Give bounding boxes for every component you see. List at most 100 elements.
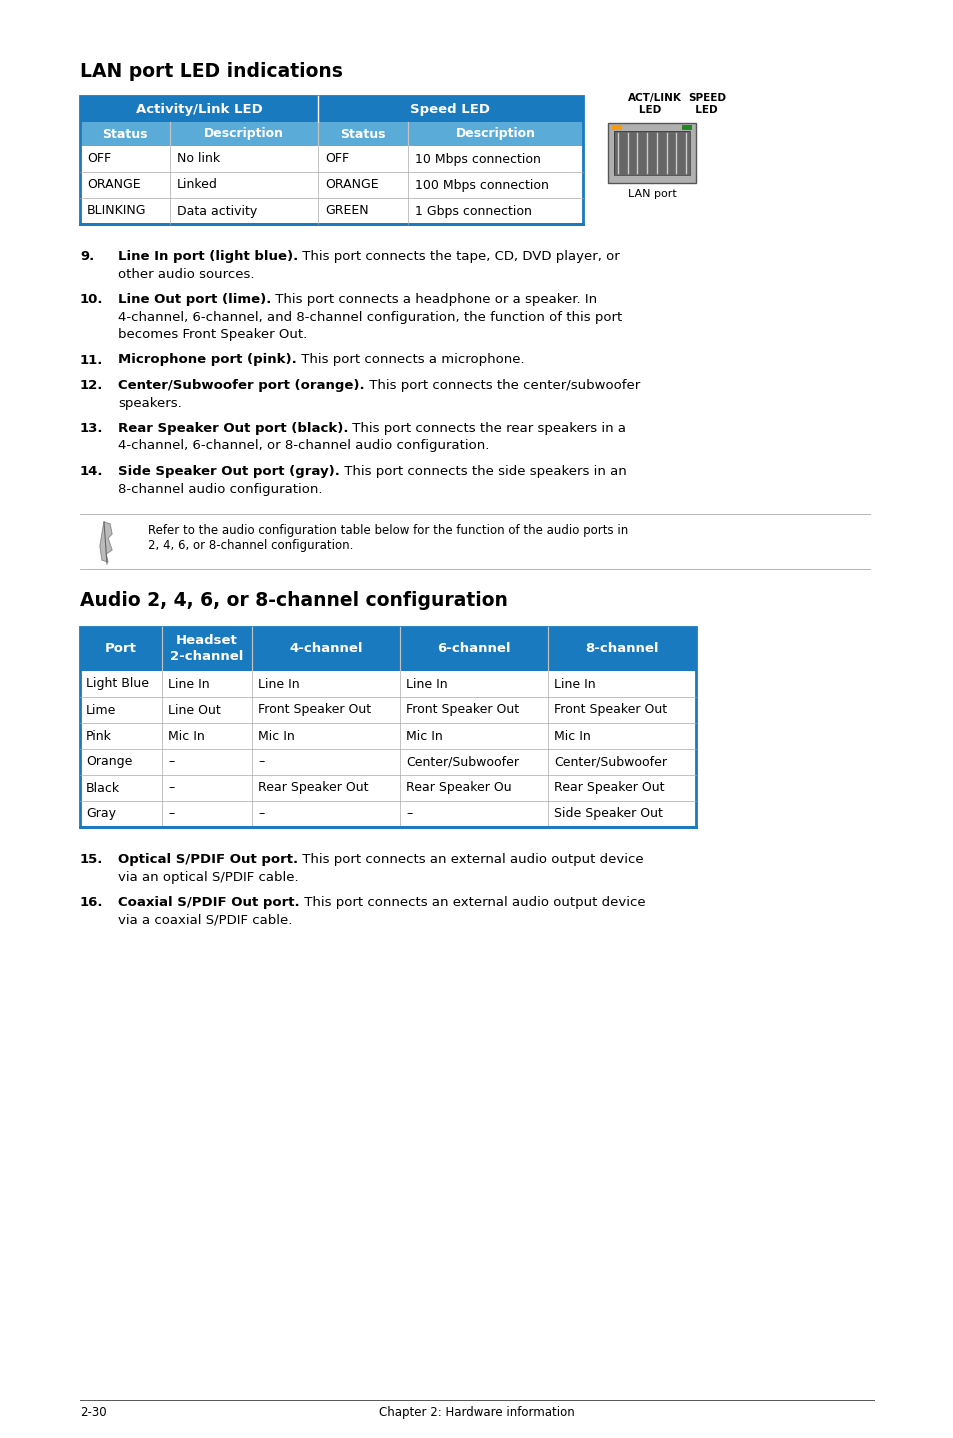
Text: 9.: 9. bbox=[80, 250, 94, 263]
Text: Mic In: Mic In bbox=[168, 729, 205, 742]
Text: This port connects an external audio output device: This port connects an external audio out… bbox=[297, 853, 643, 866]
Text: Data activity: Data activity bbox=[177, 204, 257, 217]
Text: This port connects the rear speakers in a: This port connects the rear speakers in … bbox=[348, 421, 626, 436]
Text: –: – bbox=[168, 808, 174, 821]
Text: Center/Subwoofer: Center/Subwoofer bbox=[406, 755, 518, 768]
Text: 13.: 13. bbox=[80, 421, 103, 436]
Text: Speed LED: Speed LED bbox=[410, 102, 490, 115]
Text: 4-channel, 6-channel, and 8-channel configuration, the function of this port: 4-channel, 6-channel, and 8-channel conf… bbox=[118, 311, 621, 324]
Text: other audio sources.: other audio sources. bbox=[118, 267, 254, 280]
Text: Linked: Linked bbox=[177, 178, 217, 191]
Text: Side Speaker Out: Side Speaker Out bbox=[554, 808, 662, 821]
Text: Side Speaker Out port (gray).: Side Speaker Out port (gray). bbox=[118, 464, 339, 477]
Bar bbox=[80, 173, 582, 198]
Text: Lime: Lime bbox=[86, 703, 116, 716]
Text: Port: Port bbox=[105, 643, 137, 656]
Text: –: – bbox=[406, 808, 412, 821]
Polygon shape bbox=[100, 522, 112, 562]
Bar bbox=[681, 125, 691, 129]
Text: BLINKING: BLINKING bbox=[87, 204, 147, 217]
Text: Activity/Link LED: Activity/Link LED bbox=[135, 102, 262, 115]
Text: Front Speaker Out: Front Speaker Out bbox=[554, 703, 666, 716]
Text: Orange: Orange bbox=[86, 755, 132, 768]
Text: This port connects the tape, CD, DVD player, or: This port connects the tape, CD, DVD pla… bbox=[298, 250, 619, 263]
Text: Mic In: Mic In bbox=[554, 729, 590, 742]
Bar bbox=[80, 122, 582, 147]
Text: This port connects the center/subwoofer: This port connects the center/subwoofer bbox=[364, 380, 639, 393]
Text: Front Speaker Out: Front Speaker Out bbox=[406, 703, 518, 716]
Bar bbox=[80, 96, 582, 224]
Text: Line In: Line In bbox=[554, 677, 595, 690]
Text: Microphone port (pink).: Microphone port (pink). bbox=[118, 354, 296, 367]
Text: 100 Mbps connection: 100 Mbps connection bbox=[415, 178, 548, 191]
Text: 14.: 14. bbox=[80, 464, 103, 477]
Text: Description: Description bbox=[204, 128, 284, 141]
Bar bbox=[80, 672, 696, 697]
Text: This port connects the side speakers in an: This port connects the side speakers in … bbox=[339, 464, 626, 477]
Text: Line In port (light blue).: Line In port (light blue). bbox=[118, 250, 298, 263]
Bar bbox=[80, 627, 696, 827]
Text: 15.: 15. bbox=[80, 853, 103, 866]
Text: ACT/LINK
   LED: ACT/LINK LED bbox=[627, 93, 681, 115]
Text: Headset
2-channel: Headset 2-channel bbox=[171, 634, 243, 663]
Text: 8-channel: 8-channel bbox=[584, 643, 659, 656]
Text: SPEED
  LED: SPEED LED bbox=[687, 93, 725, 115]
Text: Line In: Line In bbox=[168, 677, 210, 690]
Text: Refer to the audio configuration table below for the function of the audio ports: Refer to the audio configuration table b… bbox=[148, 523, 628, 536]
Text: via an optical S/PDIF cable.: via an optical S/PDIF cable. bbox=[118, 870, 298, 883]
Text: Description: Description bbox=[455, 128, 535, 141]
Text: Status: Status bbox=[102, 128, 148, 141]
Text: This port connects an external audio output device: This port connects an external audio out… bbox=[299, 896, 644, 909]
Text: This port connects a microphone.: This port connects a microphone. bbox=[296, 354, 524, 367]
Text: Status: Status bbox=[340, 128, 385, 141]
Text: No link: No link bbox=[177, 152, 220, 165]
Text: 10.: 10. bbox=[80, 293, 103, 306]
Text: Line Out: Line Out bbox=[168, 703, 220, 716]
Text: Optical S/PDIF Out port.: Optical S/PDIF Out port. bbox=[118, 853, 297, 866]
Text: –: – bbox=[257, 755, 264, 768]
Text: –: – bbox=[257, 808, 264, 821]
Text: Rear Speaker Out: Rear Speaker Out bbox=[257, 781, 368, 795]
Text: Chapter 2: Hardware information: Chapter 2: Hardware information bbox=[378, 1406, 575, 1419]
Bar bbox=[80, 96, 317, 122]
Text: 10 Mbps connection: 10 Mbps connection bbox=[415, 152, 540, 165]
Text: This port connects a headphone or a speaker. In: This port connects a headphone or a spea… bbox=[271, 293, 597, 306]
Text: –: – bbox=[168, 755, 174, 768]
Text: GREEN: GREEN bbox=[325, 204, 368, 217]
Text: Audio 2, 4, 6, or 8-channel configuration: Audio 2, 4, 6, or 8-channel configuratio… bbox=[80, 591, 507, 610]
Text: 8-channel audio configuration.: 8-channel audio configuration. bbox=[118, 483, 322, 496]
Text: 16.: 16. bbox=[80, 896, 103, 909]
Text: Mic In: Mic In bbox=[406, 729, 442, 742]
Text: OFF: OFF bbox=[325, 152, 349, 165]
Text: LAN port LED indications: LAN port LED indications bbox=[80, 62, 342, 81]
Bar bbox=[614, 131, 689, 175]
Text: Pink: Pink bbox=[86, 729, 112, 742]
Text: Rear Speaker Out: Rear Speaker Out bbox=[554, 781, 664, 795]
Text: Coaxial S/PDIF Out port.: Coaxial S/PDIF Out port. bbox=[118, 896, 299, 909]
Text: 4-channel: 4-channel bbox=[289, 643, 362, 656]
Text: LAN port: LAN port bbox=[627, 188, 676, 198]
Text: Front Speaker Out: Front Speaker Out bbox=[257, 703, 371, 716]
Text: Light Blue: Light Blue bbox=[86, 677, 149, 690]
Text: 4-channel, 6-channel, or 8-channel audio configuration.: 4-channel, 6-channel, or 8-channel audio… bbox=[118, 440, 489, 453]
Bar bbox=[80, 147, 582, 173]
Bar bbox=[80, 198, 582, 224]
Text: Mic In: Mic In bbox=[257, 729, 294, 742]
Text: Rear Speaker Ou: Rear Speaker Ou bbox=[406, 781, 511, 795]
Text: 11.: 11. bbox=[80, 354, 103, 367]
Text: Line In: Line In bbox=[406, 677, 447, 690]
Text: 1 Gbps connection: 1 Gbps connection bbox=[415, 204, 532, 217]
Text: becomes Front Speaker Out.: becomes Front Speaker Out. bbox=[118, 328, 307, 341]
Text: Center/Subwoofer port (orange).: Center/Subwoofer port (orange). bbox=[118, 380, 364, 393]
Text: Black: Black bbox=[86, 781, 120, 795]
Text: Center/Subwoofer: Center/Subwoofer bbox=[554, 755, 666, 768]
Text: 12.: 12. bbox=[80, 380, 103, 393]
Bar bbox=[80, 801, 696, 827]
Text: speakers.: speakers. bbox=[118, 397, 182, 410]
Text: Line Out port (lime).: Line Out port (lime). bbox=[118, 293, 271, 306]
Text: Gray: Gray bbox=[86, 808, 116, 821]
Text: 2, 4, 6, or 8-channel configuration.: 2, 4, 6, or 8-channel configuration. bbox=[148, 539, 353, 552]
Text: ORANGE: ORANGE bbox=[87, 178, 140, 191]
Bar bbox=[607, 124, 696, 183]
Text: 2-30: 2-30 bbox=[80, 1406, 107, 1419]
